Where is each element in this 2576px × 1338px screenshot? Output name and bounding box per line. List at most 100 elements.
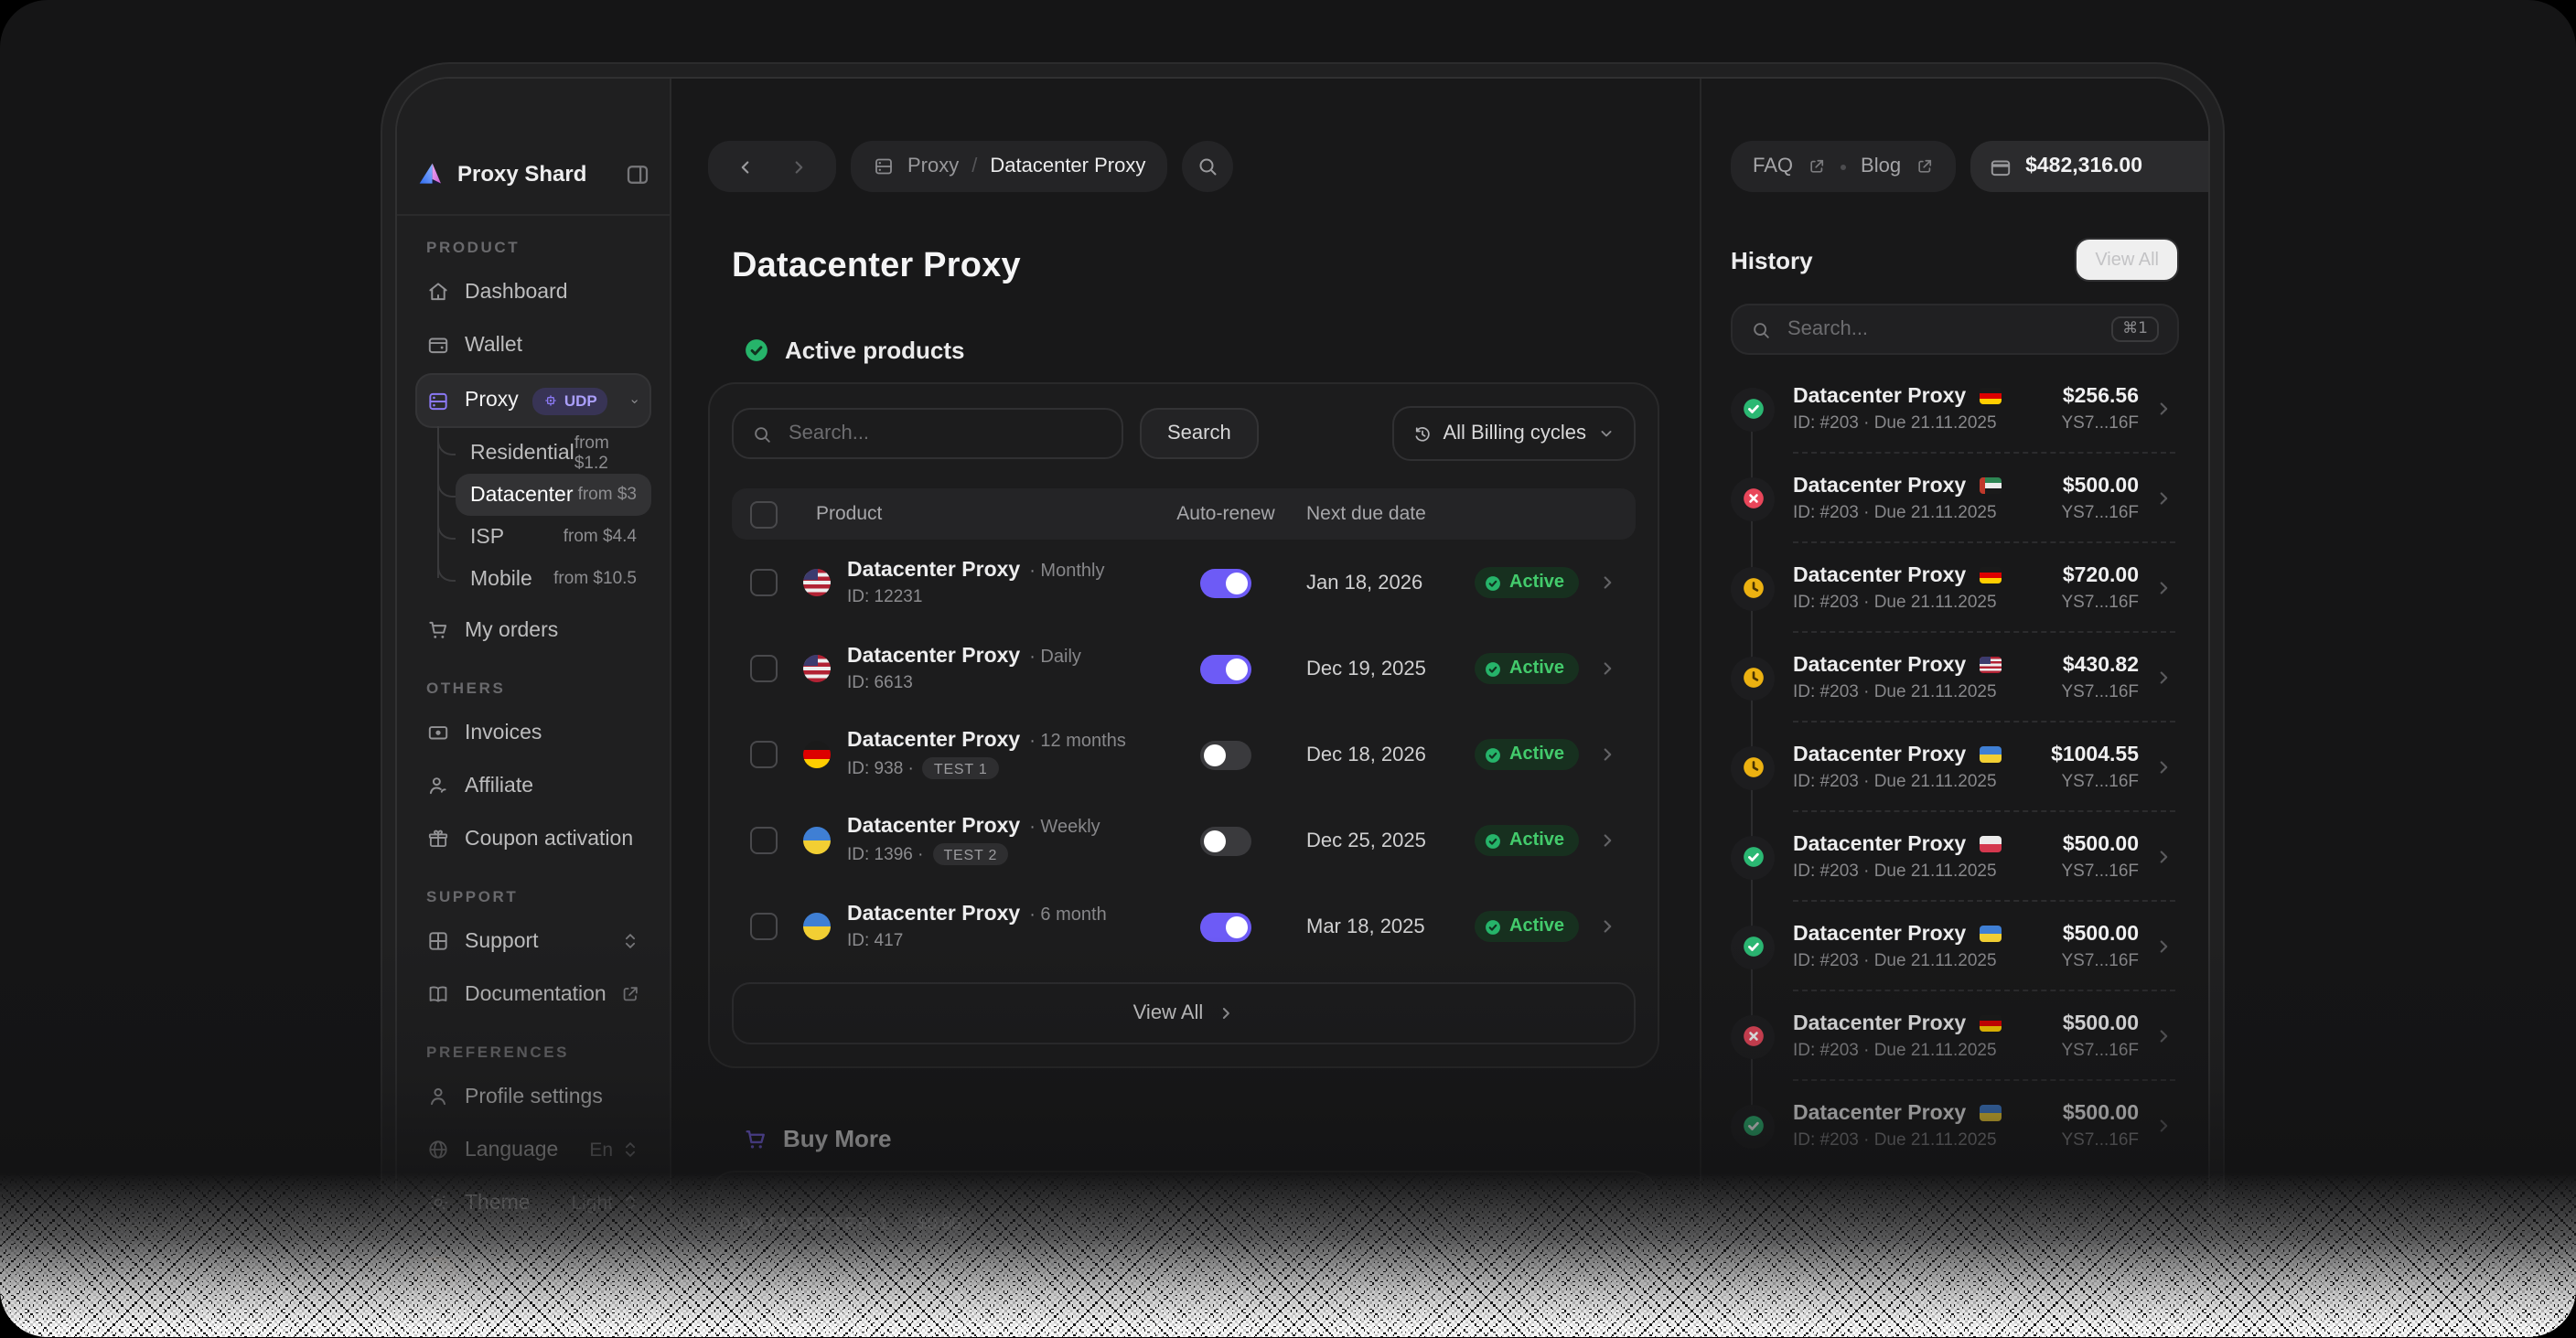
toggle-knob — [1226, 658, 1248, 680]
faq-blog-pill: FAQ Blog — [1731, 141, 1957, 192]
product-row[interactable]: Datacenter Proxy · 12 months ID: 938 · T… — [732, 712, 1636, 797]
clock-icon — [1743, 757, 1763, 777]
history-item[interactable]: Datacenter Proxy ID: #203 · Due 21.11.20… — [1731, 633, 2179, 723]
auto-renew-toggle[interactable] — [1200, 568, 1251, 597]
chevron-right-icon[interactable] — [1597, 573, 1617, 593]
chevron-right-icon[interactable] — [1597, 916, 1617, 937]
chevron-right-icon[interactable] — [1597, 658, 1617, 679]
products-search-input[interactable] — [785, 421, 1103, 446]
nav-forward-button[interactable] — [786, 154, 811, 179]
blog-link[interactable]: Blog — [1861, 155, 1902, 177]
chevron-right-icon[interactable] — [2153, 937, 2174, 957]
user-email: daniel@proxy.shard — [474, 1280, 620, 1300]
sidebar-item-label: Theme — [465, 1192, 531, 1214]
column-product: Product — [816, 503, 883, 525]
chevron-right-icon[interactable] — [2153, 757, 2174, 777]
balance-amount: $482,316.00 — [2025, 155, 2142, 177]
sidebar-item-dashboard[interactable]: Dashboard — [415, 267, 651, 316]
history-item-reference: YS7...16F — [2061, 1129, 2140, 1150]
cart-icon — [746, 1129, 765, 1148]
auto-renew-toggle[interactable] — [1200, 654, 1251, 683]
auto-renew-toggle[interactable] — [1200, 740, 1251, 769]
chevron-right-icon[interactable] — [2153, 1026, 2174, 1046]
sidebar-subitem[interactable]: Datacenter from $3 — [437, 474, 651, 516]
history-panel: FAQ Blog $482,316.00 History View All ⌘1 — [1700, 79, 2208, 1337]
billing-cycles-dropdown[interactable]: All Billing cycles — [1391, 406, 1636, 461]
select-all-checkbox[interactable] — [750, 500, 778, 528]
global-search-button[interactable] — [1182, 141, 1234, 192]
avatar — [415, 1257, 459, 1301]
row-checkbox[interactable] — [750, 569, 778, 596]
history-view-all-button[interactable]: View All — [2075, 238, 2179, 282]
affiliate-user-icon — [429, 777, 446, 795]
product-name: Datacenter Proxy — [847, 816, 1021, 838]
row-checkbox[interactable] — [750, 655, 778, 682]
product-row[interactable]: Datacenter Proxy · Weekly ID: 1396 · TES… — [732, 797, 1636, 883]
sidebar-item-proxy[interactable]: Proxy UDP — [415, 373, 651, 428]
history-item-title: Datacenter Proxy — [1793, 385, 1967, 407]
product-cell: Datacenter Proxy · Monthly ID: 12231 — [798, 559, 1145, 606]
auto-renew-toggle[interactable] — [1200, 912, 1251, 941]
row-checkbox[interactable] — [750, 827, 778, 854]
product-name: Datacenter Proxy — [847, 903, 1021, 925]
sidebar-item-coupon[interactable]: Coupon activation — [415, 814, 651, 863]
product-row[interactable]: Datacenter Proxy · Daily ID: 6613 Dec 19… — [732, 626, 1636, 712]
history-search-field[interactable]: ⌘1 — [1731, 304, 2179, 355]
page-title: Datacenter Proxy — [732, 247, 1021, 285]
products-search-field[interactable] — [732, 408, 1123, 459]
sidebar-subitem[interactable]: Mobile from $10.5 — [437, 558, 651, 600]
proxy-region-field: Proxy region Select — [739, 1282, 1014, 1337]
product-row[interactable]: Datacenter Proxy · Monthly ID: 12231 Jan — [732, 540, 1636, 626]
chevrons-updown-icon — [625, 934, 636, 948]
product-tag-badge: TEST 2 — [932, 843, 1009, 865]
next-due-date: Mar 18, 2025 — [1306, 915, 1425, 937]
chevron-right-icon[interactable] — [2153, 578, 2174, 598]
sidebar-item-profile-settings[interactable]: Profile settings — [415, 1072, 651, 1121]
history-nav — [708, 141, 836, 192]
chevron-right-icon[interactable] — [1597, 830, 1617, 851]
history-item[interactable]: Datacenter Proxy ID: #203 · Due 21.11.20… — [1731, 991, 2179, 1081]
sidebar-item-wallet[interactable]: Wallet — [415, 320, 651, 369]
balance-button[interactable]: $482,316.00 — [1970, 141, 2208, 192]
chevron-right-icon[interactable] — [2153, 1116, 2174, 1136]
chevron-right-icon[interactable] — [2153, 668, 2174, 688]
row-checkbox[interactable] — [750, 913, 778, 940]
price-badge: $0.00 — [905, 1209, 974, 1238]
sidebar-item-theme[interactable]: Theme Light — [415, 1178, 651, 1227]
sidebar-item-affiliate[interactable]: Affiliate — [415, 761, 651, 810]
sidebar-subitem[interactable]: Residential from $1.2 — [437, 432, 651, 474]
history-item[interactable]: Datacenter Proxy ID: #203 · Due 21.11.20… — [1731, 454, 2179, 543]
sidebar-item-language[interactable]: Language En — [415, 1125, 651, 1174]
product-row[interactable]: Datacenter Proxy · 6 month ID: 417 Mar 1… — [732, 883, 1636, 969]
faq-link[interactable]: FAQ — [1753, 155, 1794, 177]
country-flag-icon — [803, 655, 831, 682]
product-id: ID: 938 · — [847, 758, 914, 778]
history-item-reference: YS7...16F — [2061, 502, 2140, 522]
sidebar-collapse-icon[interactable] — [624, 160, 651, 187]
chevron-right-icon[interactable] — [2153, 847, 2174, 867]
auto-renew-toggle[interactable] — [1200, 826, 1251, 855]
chevron-right-icon — [1222, 1008, 1229, 1019]
history-item[interactable]: Datacenter Proxy ID: #203 · Due 21.11.20… — [1731, 812, 2179, 902]
history-item[interactable]: Datacenter Proxy ID: #203 · Due 21.11.20… — [1731, 1081, 2179, 1171]
row-checkbox[interactable] — [750, 741, 778, 768]
chevron-right-icon[interactable] — [1597, 744, 1617, 765]
history-item[interactable]: Datacenter Proxy ID: #203 · Due 21.11.20… — [1731, 902, 2179, 991]
active-products-label: Active products — [785, 337, 965, 364]
sidebar-item-my-orders[interactable]: My orders — [415, 605, 651, 655]
view-all-button[interactable]: View All — [732, 982, 1636, 1044]
user-menu[interactable]: Daniel daniel@proxy.shard — [397, 1240, 670, 1321]
history-search-input[interactable] — [1784, 316, 2099, 342]
history-item[interactable]: Datacenter Proxy ID: #203 · Due 21.11.20… — [1731, 543, 2179, 633]
history-item[interactable]: Datacenter Proxy ID: #203 · Due 21.11.20… — [1731, 364, 2179, 454]
nav-back-button[interactable] — [733, 154, 758, 179]
sidebar-item-support[interactable]: Support — [415, 916, 651, 966]
search-button[interactable]: Search — [1140, 408, 1259, 459]
breadcrumb-root[interactable]: Proxy — [907, 155, 960, 177]
chevron-right-icon[interactable] — [2153, 488, 2174, 508]
sidebar-item-documentation[interactable]: Documentation — [415, 969, 651, 1019]
chevron-right-icon[interactable] — [2153, 399, 2174, 419]
history-item[interactable]: Datacenter Proxy ID: #203 · Due 21.11.20… — [1731, 723, 2179, 812]
sidebar-subitem[interactable]: ISP from $4.4 — [437, 516, 651, 558]
sidebar-item-invoices[interactable]: Invoices — [415, 708, 651, 757]
